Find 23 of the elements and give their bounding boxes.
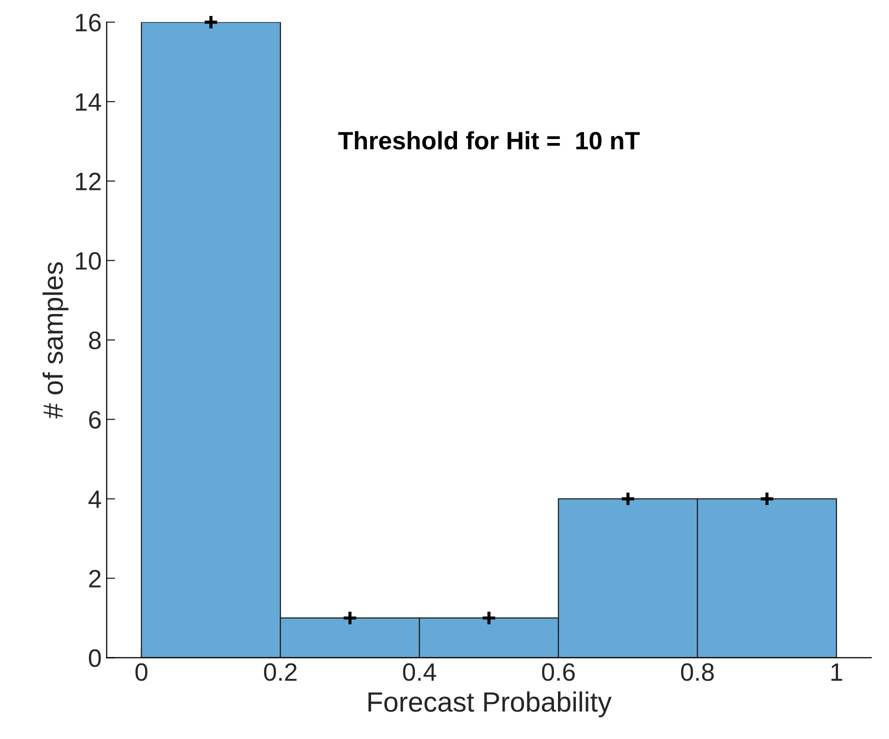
point <box>203 14 219 30</box>
point <box>481 610 497 626</box>
y-tick-label: 8 <box>89 332 101 350</box>
x-tick-label: 0.8 <box>681 663 714 681</box>
y-tick-label: 14 <box>76 93 102 111</box>
x-tick-label: 1 <box>831 663 842 681</box>
y-tick-label: 4 <box>88 490 102 508</box>
y-tick-label: 0 <box>88 649 101 668</box>
y-tick-label: 12 <box>76 172 101 190</box>
y-tick-label: 6 <box>89 410 101 429</box>
point <box>342 610 358 626</box>
annotation: Threshold for Hit = 10 nT <box>338 131 640 150</box>
y-axis-title: # of samples <box>42 262 68 419</box>
y-tick-label: 16 <box>76 14 101 32</box>
x-tick-label: 0.2 <box>264 663 297 681</box>
point <box>759 491 775 507</box>
y-tick-label: 10 <box>76 252 101 270</box>
x-axis-title: Forecast Probability <box>368 691 612 718</box>
point <box>620 491 636 507</box>
x-tick-label: 0.6 <box>542 663 575 681</box>
x-tick-label: 0.4 <box>403 663 436 681</box>
y-tick-label: 2 <box>89 570 101 588</box>
x-tick-label: 0 <box>135 663 148 681</box>
